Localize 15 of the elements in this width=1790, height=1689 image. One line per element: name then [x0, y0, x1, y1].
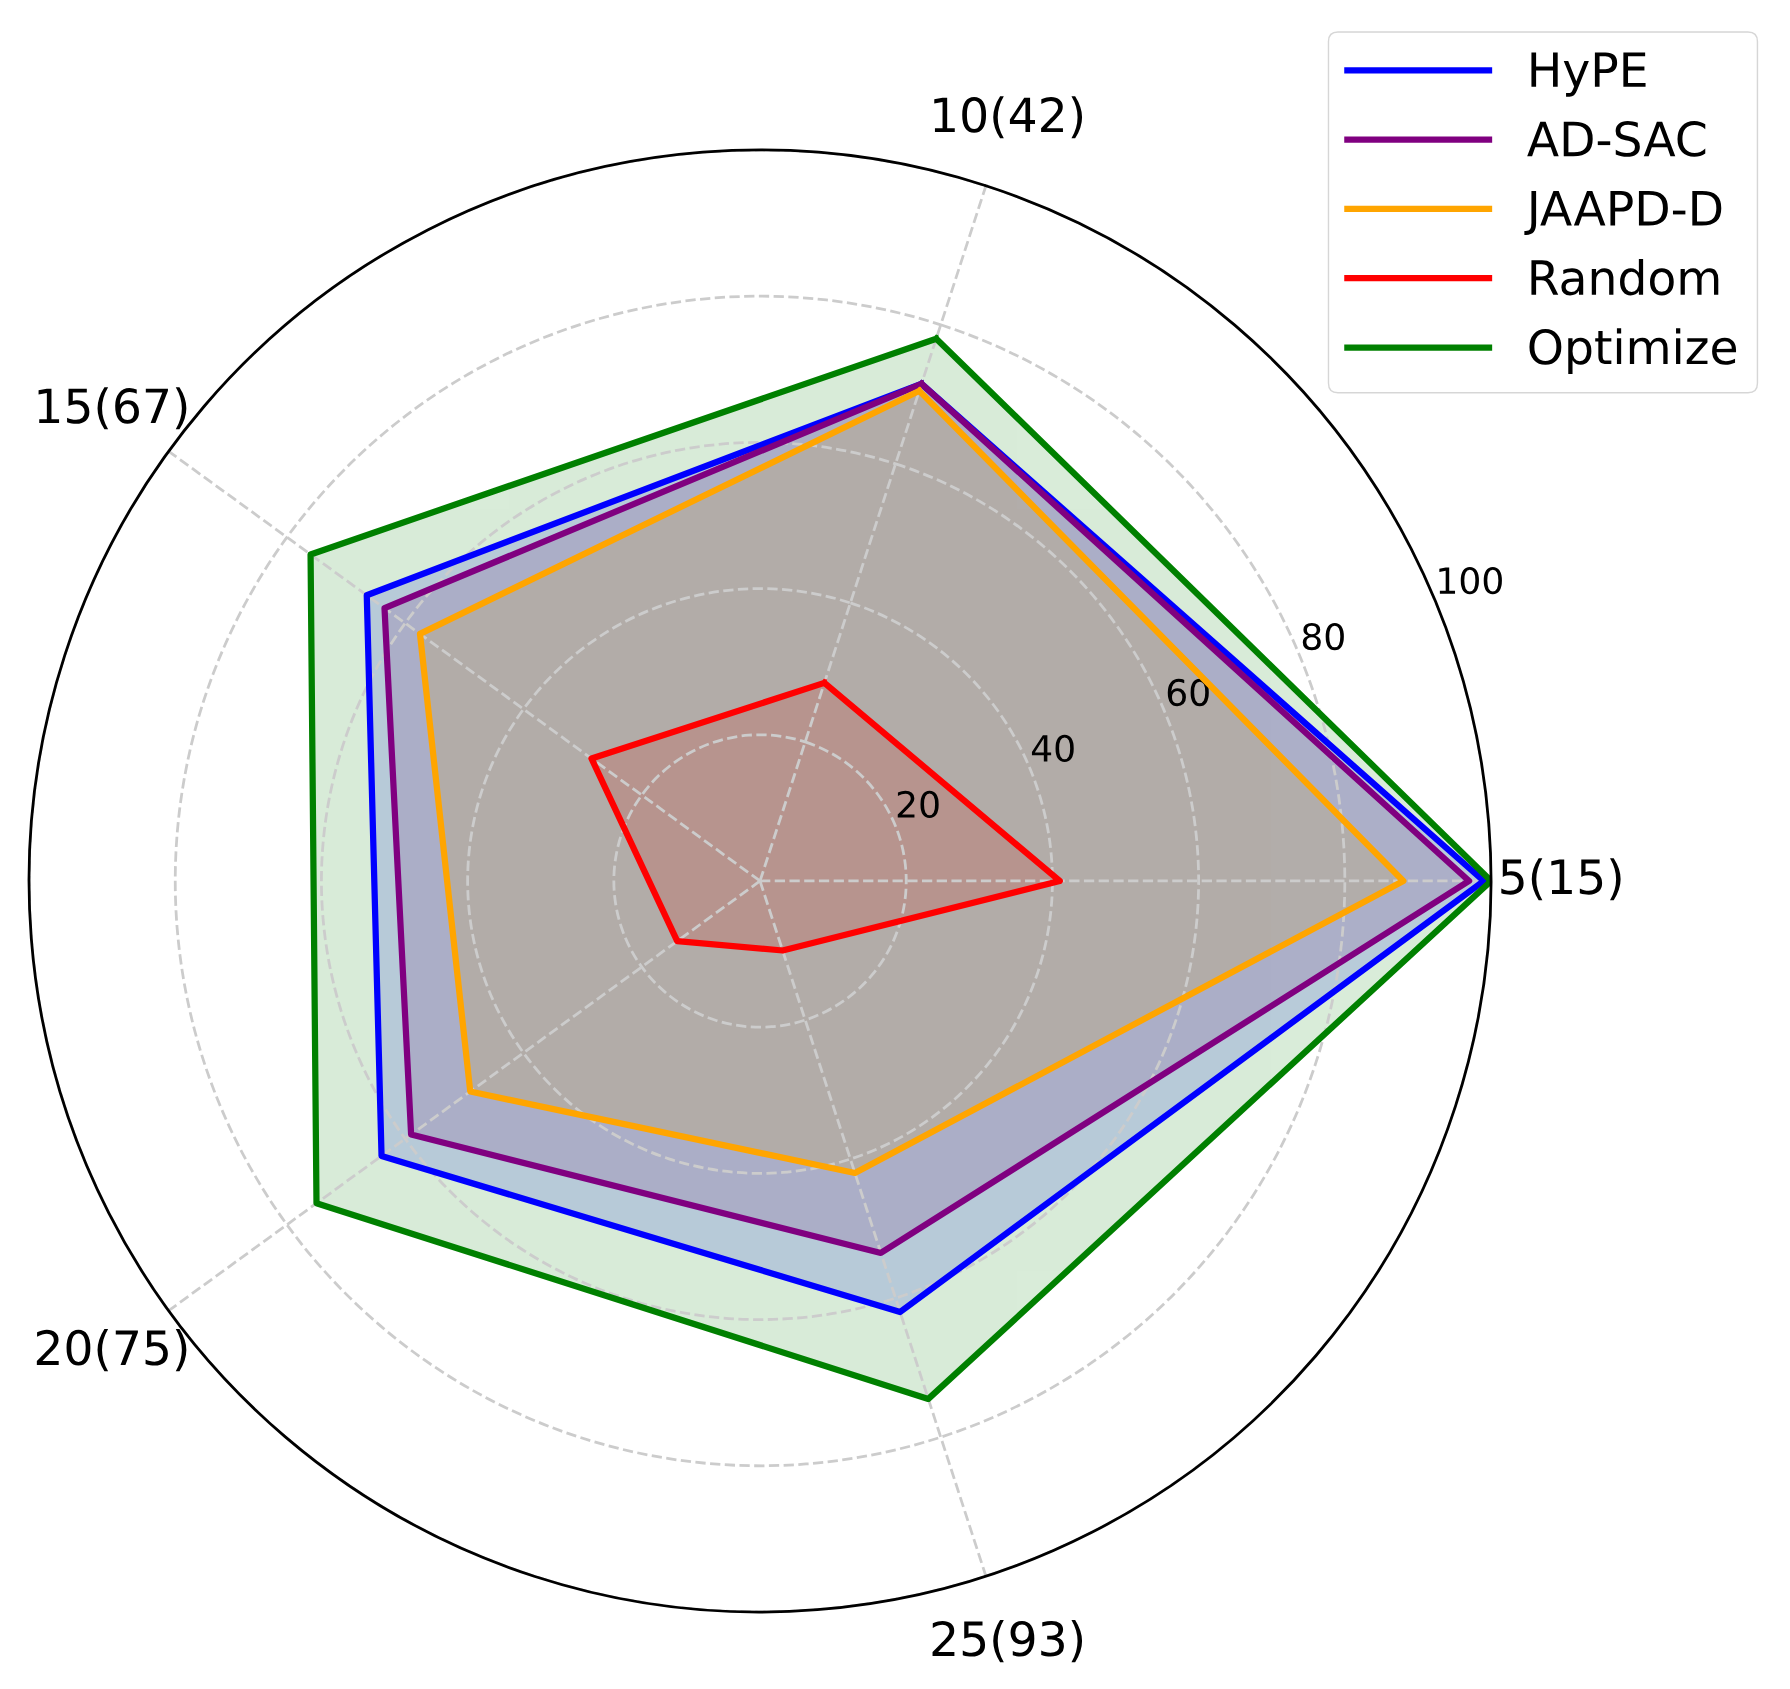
spoke-label: 20(75)	[36, 1329, 187, 1372]
spoke-label: 10(42)	[934, 96, 1083, 139]
y-tick-label: 60	[1167, 678, 1209, 707]
spoke-label: 5(15)	[1501, 858, 1621, 901]
legend-label: JAAPD-D	[1524, 191, 1722, 235]
legend-label: Random	[1531, 258, 1719, 296]
y-tick-label: 40	[1031, 734, 1074, 763]
spoke-label: 15(67)	[38, 387, 187, 430]
legend-label: AD-SAC	[1527, 121, 1706, 157]
y-tick-label: 20	[897, 790, 939, 819]
legend-label: HyPE	[1531, 52, 1646, 97]
y-tick-label: 80	[1302, 622, 1344, 651]
spoke-label: 25(93)	[932, 1620, 1083, 1663]
y-tick-label: 100	[1439, 566, 1502, 595]
legend-label: Optimize	[1529, 328, 1737, 374]
